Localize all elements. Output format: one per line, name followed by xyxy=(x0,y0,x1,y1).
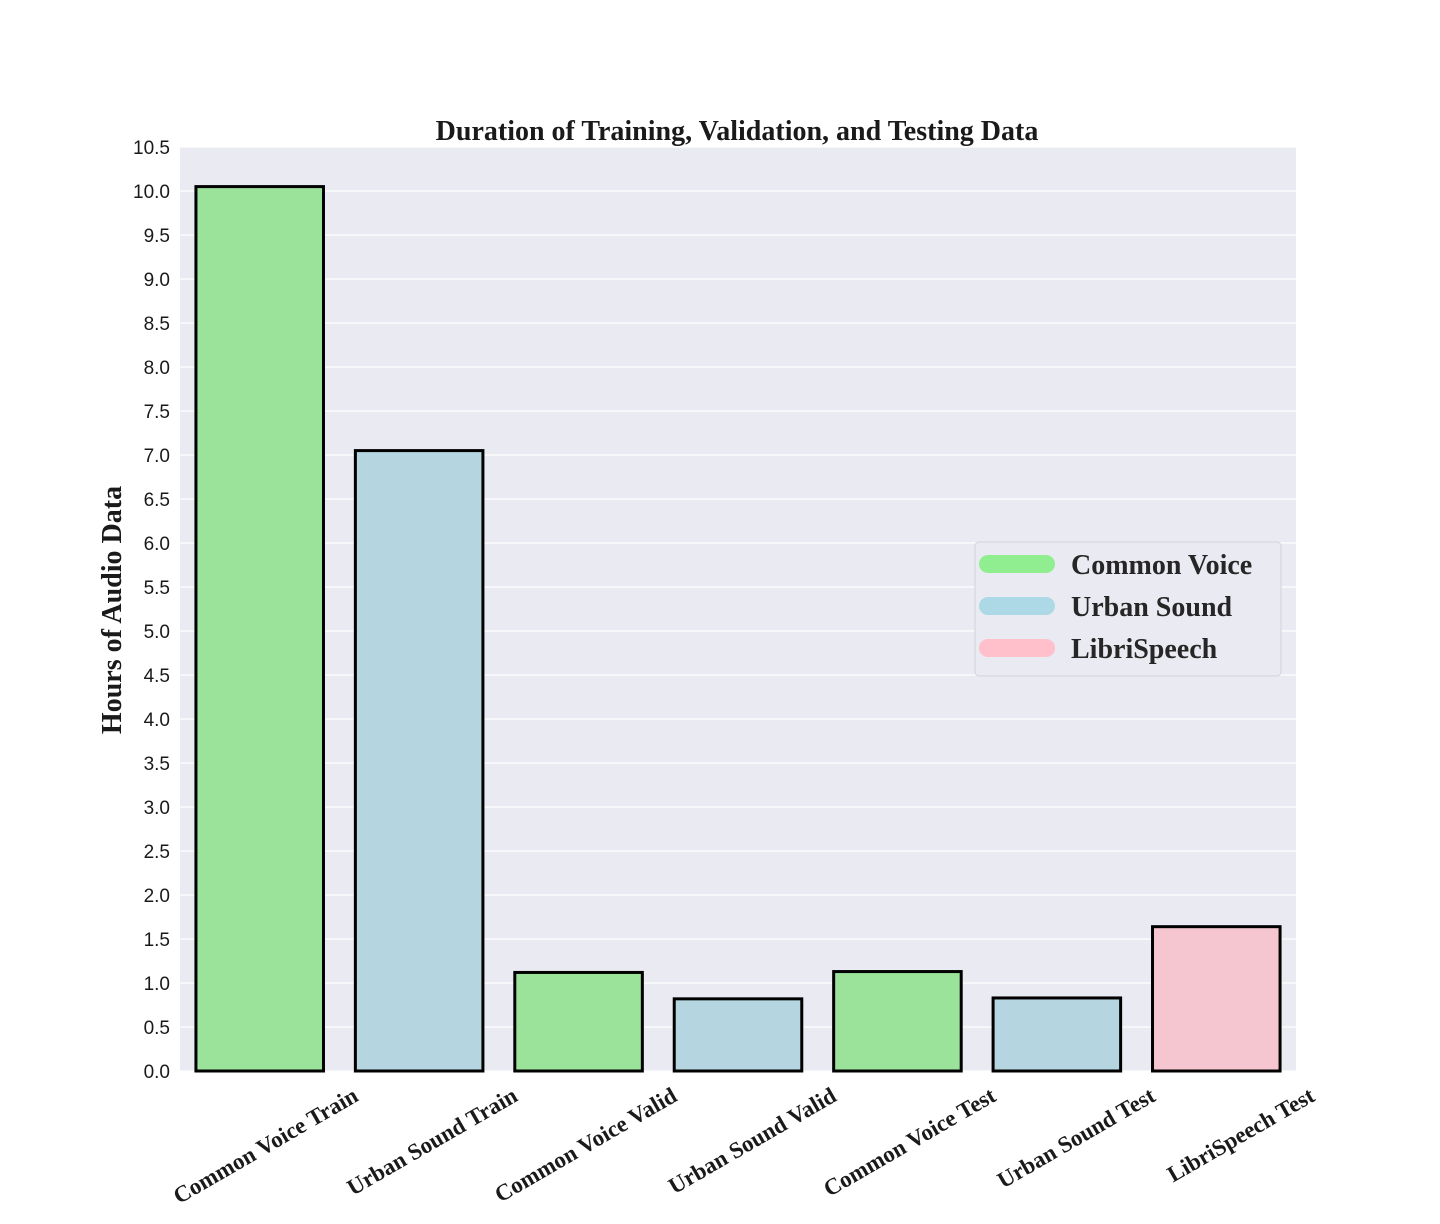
bar-common-voice-train xyxy=(194,185,325,1073)
y-tick-label: 0.5 xyxy=(144,1018,170,1039)
x-tick-label: Common Voice Train xyxy=(169,1083,362,1209)
y-tick-label: 7.0 xyxy=(144,446,170,467)
y-tick-label: 1.5 xyxy=(144,930,170,951)
y-tick-label: 9.0 xyxy=(144,270,170,291)
bar-urban-sound-test xyxy=(991,996,1123,1073)
chart-title: Duration of Training, Validation, and Te… xyxy=(436,116,1039,147)
y-tick-label: 5.0 xyxy=(144,622,170,643)
y-tick-label: 8.0 xyxy=(144,358,170,379)
y-tick-label: 3.5 xyxy=(144,754,170,775)
bar-librispeech-test xyxy=(1151,925,1282,1073)
x-tick-label: LibriSpeech Test xyxy=(1163,1083,1319,1188)
y-tick-label: 1.0 xyxy=(144,974,170,995)
y-axis-ticks: 0.0 0.5 1.0 1.5 2.0 2.5 3.0 3.5 4.0 4.5 5.0 5.5 6.0 6… xyxy=(133,138,170,1083)
x-tick-label: Urban Sound Valid xyxy=(664,1083,841,1199)
legend-label: Urban Sound xyxy=(1071,592,1233,623)
bar-urban-sound-train xyxy=(353,449,485,1073)
bar-common-voice-valid xyxy=(513,970,644,1073)
y-tick-label: 10.5 xyxy=(133,138,170,159)
y-tick-label: 4.0 xyxy=(144,710,170,731)
x-tick-label: Urban Sound Test xyxy=(993,1083,1160,1194)
y-tick-label: 4.5 xyxy=(144,666,170,687)
y-tick-label: 10.0 xyxy=(133,182,170,203)
bar-urban-sound-valid xyxy=(672,997,804,1073)
y-tick-label: 5.5 xyxy=(144,578,170,599)
y-tick-label: 9.5 xyxy=(144,226,170,247)
y-tick-label: 6.0 xyxy=(144,534,170,555)
bar-common-voice-test xyxy=(832,970,963,1073)
bars xyxy=(194,185,1282,1073)
x-tick-label: Common Voice Test xyxy=(819,1083,1000,1202)
legend-label: LibriSpeech xyxy=(1071,634,1218,665)
legend-label: Common Voice xyxy=(1071,550,1252,581)
y-tick-label: 0.0 xyxy=(144,1062,170,1083)
legend: Common Voice Urban Sound LibriSpeech xyxy=(974,541,1282,677)
y-tick-label: 3.0 xyxy=(144,798,170,819)
y-tick-label: 7.5 xyxy=(144,402,170,423)
y-tick-label: 2.5 xyxy=(144,842,170,863)
y-tick-label: 8.5 xyxy=(144,314,170,335)
y-axis-label: Hours of Audio Data xyxy=(97,486,128,734)
y-tick-label: 2.0 xyxy=(144,886,170,907)
y-tick-label: 6.5 xyxy=(144,490,170,511)
